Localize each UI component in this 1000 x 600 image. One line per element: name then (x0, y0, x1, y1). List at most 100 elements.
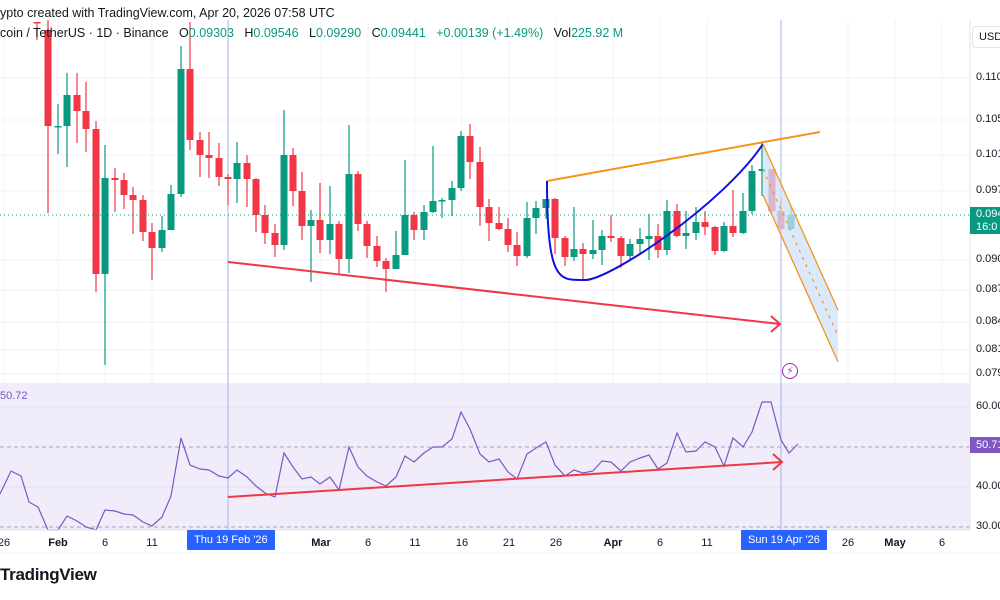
current-price-tag: 0.094 16:0 (970, 207, 1000, 234)
close-label: C (371, 26, 381, 40)
channel-fill (763, 144, 838, 362)
candle-body (476, 162, 484, 207)
candle-body (579, 249, 587, 254)
candle-body (33, 22, 41, 24)
tradingview-logo: TradingView (0, 565, 97, 584)
candle-body (224, 177, 232, 179)
time-axis-label: 11 (146, 537, 158, 549)
high-value: 0.09546 (253, 26, 299, 40)
candle-body (523, 218, 531, 256)
candle-body (252, 179, 260, 215)
candle-body (280, 155, 288, 245)
candle-body (243, 163, 251, 179)
rsi-axis-label: 40.00 (976, 480, 1000, 492)
low-label: L (309, 26, 316, 40)
candle-body (196, 140, 204, 155)
currency-button[interactable]: USD (972, 26, 1000, 48)
candle-body (513, 245, 521, 256)
candle-body (345, 174, 353, 259)
candle-body (177, 69, 185, 194)
candle-body (551, 199, 559, 238)
low-value: 0.09290 (315, 26, 362, 40)
candle-body (205, 155, 213, 158)
candle-body (626, 244, 634, 256)
candle-body (758, 169, 766, 171)
candle-body (316, 220, 324, 240)
candle-body (373, 246, 381, 261)
volume-label: Vol (553, 26, 572, 40)
symbol-name[interactable]: coin / TetherUS · 1D · Binance (0, 26, 169, 40)
candle-body (504, 229, 512, 245)
candle-body (120, 180, 128, 195)
candle-body (466, 136, 474, 162)
candle-body (148, 232, 156, 248)
candle-body (101, 178, 109, 274)
time-axis-label: 16 (455, 537, 469, 549)
candle-body (410, 215, 418, 230)
rsi-axis-label: 60.00 (976, 400, 1000, 412)
bar-countdown: 16:0 (976, 221, 998, 233)
candle-body (54, 126, 62, 128)
candle-body (158, 230, 166, 248)
price-axis-label: 0.105 (976, 113, 1000, 125)
candle-body (598, 236, 606, 250)
arrow-head-icon (770, 315, 782, 333)
candle-body (44, 30, 52, 126)
time-axis-label: 6 (364, 537, 372, 549)
trendline (227, 261, 781, 325)
candle-body (589, 250, 597, 254)
candle-body (261, 215, 269, 233)
candle-body (617, 238, 625, 256)
candle-body (570, 249, 578, 257)
price-axis-label: 0.097 (976, 184, 1000, 196)
price-axis-label: 0.084 (976, 315, 1000, 327)
candle-body (354, 174, 362, 224)
symbol-legend: coin / TetherUS · 1D · Binance O0.09303 … (0, 26, 623, 40)
candle-body (561, 238, 569, 257)
time-axis-label: 26 (549, 537, 563, 549)
rsi-legend-value: 50.72 (0, 390, 28, 402)
candle-body (186, 69, 194, 140)
price-axis-label: 0.087 (976, 283, 1000, 295)
candle-body (73, 95, 81, 111)
time-axis-label: Apr (603, 537, 623, 549)
close-value: 0.09441 (380, 26, 426, 40)
drawing-annotations (227, 131, 839, 363)
candle-body (682, 233, 690, 236)
high-label: H (244, 26, 254, 40)
rsi-pane-background (0, 383, 970, 530)
rsi-line (0, 401, 799, 531)
candle-body (82, 111, 90, 129)
open-value: 0.09303 (188, 26, 234, 40)
rsi-axis-label: 30.00 (976, 520, 1000, 532)
candle-body (139, 200, 147, 232)
candle-body (401, 215, 409, 255)
time-highlight-end: Sun 19 Apr '26 (741, 530, 827, 550)
price-axis-label: 0.110 (976, 71, 1000, 83)
candle-body (111, 178, 119, 180)
time-axis-label: 11 (701, 537, 713, 549)
candle-body (701, 222, 709, 227)
candle-body (392, 255, 400, 269)
candle-body (692, 222, 700, 233)
candle-body (233, 163, 241, 179)
candle-body (289, 155, 297, 191)
candle-body (420, 212, 428, 230)
candle-body (167, 194, 175, 230)
time-axis-label: 6 (656, 537, 664, 549)
candle-body (607, 236, 615, 238)
arrow-head-icon (772, 453, 784, 471)
cup-curve (546, 143, 764, 282)
lightning-event-icon[interactable]: ⚡ (782, 363, 798, 379)
candle-body (663, 211, 671, 250)
open-label: O (179, 26, 189, 40)
price-axis-label: 0.079 (976, 367, 1000, 379)
rsi-trendline (227, 461, 783, 498)
candle-body (673, 211, 681, 236)
time-axis-label: 26 (841, 537, 855, 549)
candle-body (495, 223, 503, 229)
candle-body (448, 188, 456, 200)
candle-body (720, 226, 728, 251)
candle-body (335, 224, 343, 259)
